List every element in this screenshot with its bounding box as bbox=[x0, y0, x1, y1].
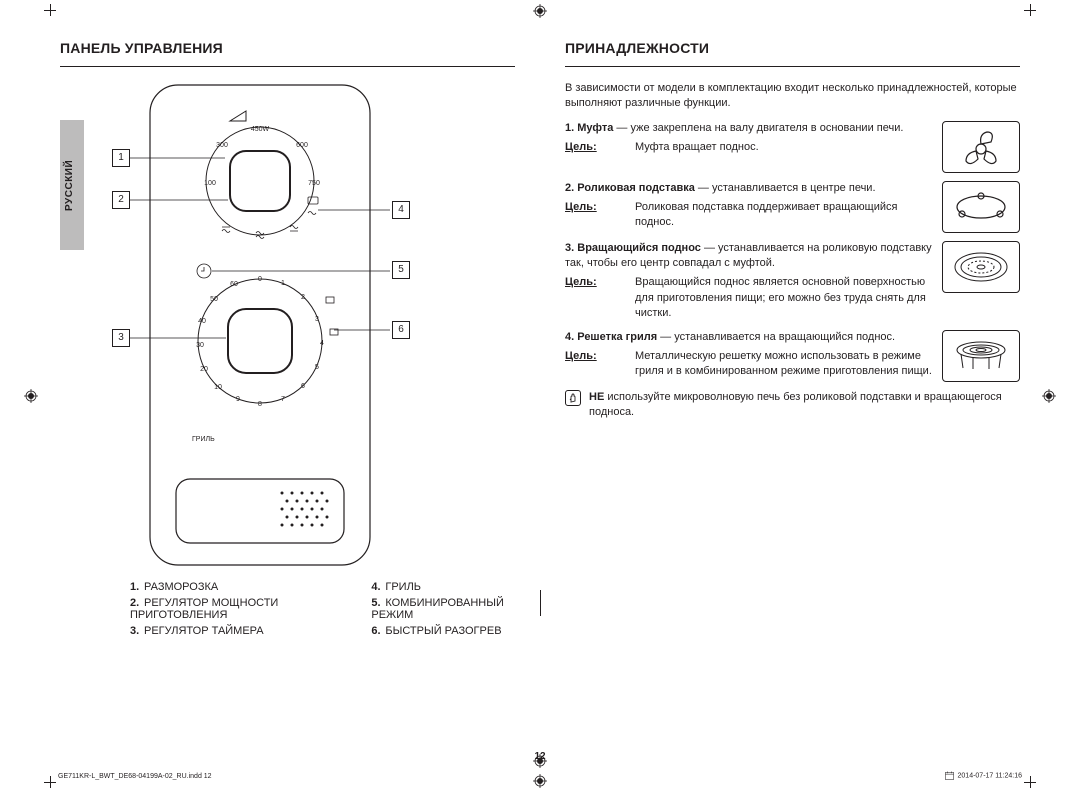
svg-text:1: 1 bbox=[281, 280, 285, 287]
legend: 1.РАЗМОРОЗКА 2.РЕГУЛЯТОР МОЩНОСТИ ПРИГОТ… bbox=[130, 581, 515, 641]
callout-3: 3 bbox=[112, 329, 130, 347]
accessory-item: 2. Роликовая подставка — устанавливается… bbox=[565, 181, 1020, 233]
svg-text:750: 750 bbox=[308, 180, 320, 187]
reg-mark-right bbox=[1042, 389, 1056, 403]
left-heading: ПАНЕЛЬ УПРАВЛЕНИЯ bbox=[60, 40, 515, 56]
left-column: ПАНЕЛЬ УПРАВЛЕНИЯ РУССКИЙ 1 2 3 4 5 6 bbox=[60, 40, 515, 641]
reg-mark-left bbox=[24, 389, 38, 403]
svg-text:0: 0 bbox=[258, 276, 262, 283]
accessory-item: 4. Решетка гриля — устанавливается на вр… bbox=[565, 330, 1020, 382]
legend-right: 4.ГРИЛЬ 5.КОМБИНИРОВАННЫЙ РЕЖИМ 6.БЫСТРЫ… bbox=[371, 581, 515, 641]
svg-text:10: 10 bbox=[214, 384, 222, 391]
svg-text:30: 30 bbox=[196, 342, 204, 349]
svg-text:3: 3 bbox=[315, 316, 319, 323]
svg-text:300: 300 bbox=[216, 142, 228, 149]
reg-mark-bottom bbox=[533, 774, 547, 788]
svg-text:4: 4 bbox=[320, 340, 324, 347]
callout-5: 5 bbox=[392, 261, 410, 279]
warning-hand-icon bbox=[565, 390, 581, 406]
svg-text:100: 100 bbox=[204, 180, 216, 187]
turntable-icon bbox=[942, 241, 1020, 293]
svg-text:20: 20 bbox=[200, 366, 208, 373]
language-tab: РУССКИЙ bbox=[60, 120, 84, 250]
page-number: 12 bbox=[0, 751, 1080, 762]
control-panel-figure: 1 2 3 4 5 6 100 300 bbox=[130, 81, 390, 571]
svg-text:6: 6 bbox=[301, 383, 305, 390]
right-heading: ПРИНАДЛЕЖНОСТИ bbox=[565, 40, 1020, 56]
svg-text:40: 40 bbox=[198, 318, 206, 325]
intro-text: В зависимости от модели в комплектацию в… bbox=[565, 81, 1020, 111]
svg-text:2: 2 bbox=[301, 294, 305, 301]
accessory-item: 3. Вращающийся поднос — устанавливается … bbox=[565, 241, 1020, 322]
svg-text:5: 5 bbox=[315, 364, 319, 371]
grill-rack-icon bbox=[942, 330, 1020, 382]
callout-1: 1 bbox=[112, 149, 130, 167]
footer-filename: GE711KR-L_BWT_DE68-04199A-02_RU.indd 12 bbox=[58, 773, 212, 780]
reg-mark-top bbox=[533, 4, 547, 18]
center-tick bbox=[540, 590, 541, 616]
accessory-item: 1. Муфта — уже закреплена на валу двигат… bbox=[565, 121, 1020, 173]
callout-2: 2 bbox=[112, 191, 130, 209]
svg-text:450W: 450W bbox=[251, 126, 270, 133]
svg-text:60: 60 bbox=[230, 281, 238, 288]
warning: НЕ используйте микроволновую печь без ро… bbox=[565, 390, 1020, 421]
coupler-icon bbox=[942, 121, 1020, 173]
svg-text:8: 8 bbox=[258, 401, 262, 408]
right-column: ПРИНАДЛЕЖНОСТИ В зависимости от модели в… bbox=[565, 40, 1020, 641]
legend-left: 1.РАЗМОРОЗКА 2.РЕГУЛЯТОР МОЩНОСТИ ПРИГОТ… bbox=[130, 581, 331, 641]
callout-4: 4 bbox=[392, 201, 410, 219]
svg-text:ГРИЛЬ: ГРИЛЬ bbox=[192, 436, 215, 443]
roller-ring-icon bbox=[942, 181, 1020, 233]
svg-text:7: 7 bbox=[281, 396, 285, 403]
svg-text:50: 50 bbox=[210, 296, 218, 303]
svg-text:9: 9 bbox=[236, 396, 240, 403]
footer-timestamp: 2014-07-17 11:24:16 bbox=[945, 771, 1022, 780]
svg-text:600: 600 bbox=[296, 142, 308, 149]
callout-6: 6 bbox=[392, 321, 410, 339]
